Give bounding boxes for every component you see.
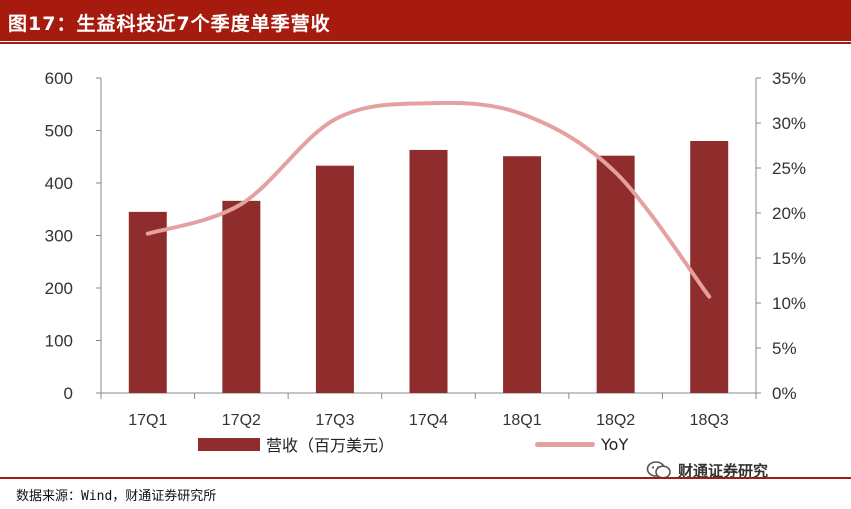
left-tick-label: 400 <box>45 174 73 193</box>
revenue-bar <box>315 165 354 393</box>
x-tick-label: 17Q1 <box>128 412 167 429</box>
watermark: 财通证券研究 <box>646 458 768 482</box>
right-tick-label: 20% <box>772 204 806 223</box>
right-tick-label: 35% <box>772 69 806 88</box>
right-tick-label: 10% <box>772 294 806 313</box>
revenue-bar <box>128 211 167 393</box>
left-axis: 0 100 200 300 400 500 600 <box>45 69 102 403</box>
revenue-bar <box>596 155 635 393</box>
source-note: 数据来源：Wind，财通证券研究所 <box>16 489 217 504</box>
revenue-bar <box>690 141 729 393</box>
legend-swatch-revenue <box>198 437 260 451</box>
revenue-bar <box>222 200 261 393</box>
yoy-series <box>145 100 712 299</box>
watermark-text: 财通证券研究 <box>678 461 769 480</box>
title-bar: 图17：生益科技近7个季度单季营收 <box>0 0 851 41</box>
x-tick-label: 18Q3 <box>690 412 729 429</box>
right-tick-label: 5% <box>772 339 797 358</box>
footer-divider <box>0 477 851 479</box>
legend-swatch-yoy <box>535 441 595 447</box>
x-tick-label: 17Q4 <box>409 412 448 429</box>
bar-series <box>128 141 729 393</box>
right-tick-label: 0% <box>772 384 797 403</box>
left-tick-label: 200 <box>45 279 73 298</box>
x-tick-label: 17Q3 <box>315 412 354 429</box>
x-axis: 17Q1 17Q2 17Q3 17Q4 18Q1 18Q2 18Q3 <box>100 392 757 429</box>
x-tick-label: 18Q1 <box>503 412 542 429</box>
legend-label-yoy: YoY <box>601 434 629 454</box>
left-tick-label: 500 <box>45 122 73 141</box>
left-tick-label: 300 <box>45 227 73 246</box>
right-tick-label: 15% <box>772 249 806 268</box>
combo-chart: 0 100 200 300 400 500 600 0% 5% 10% 15% 20% 25% 30% 3… <box>45 69 806 429</box>
revenue-bar <box>409 149 448 393</box>
x-tick-label: 18Q2 <box>596 412 635 429</box>
left-tick-label: 600 <box>45 69 73 88</box>
legend-label-revenue: 营收（百万美元） <box>266 436 395 455</box>
chart-title: 图17：生益科技近7个季度单季营收 <box>8 13 331 35</box>
right-axis: 0% 5% 10% 15% 20% 25% 30% 35% <box>755 69 806 403</box>
x-tick-label: 17Q2 <box>222 412 261 429</box>
right-tick-label: 25% <box>772 159 806 178</box>
right-tick-label: 30% <box>772 114 806 133</box>
left-tick-label: 100 <box>45 332 73 351</box>
revenue-bar <box>503 156 542 393</box>
yoy-line <box>145 100 712 299</box>
wechat-icon <box>646 461 671 479</box>
left-tick-label: 0 <box>64 384 73 403</box>
legend-item-revenue: 营收（百万美元） <box>198 432 394 456</box>
legend-item-yoy: YoY <box>535 432 628 456</box>
title-divider <box>0 42 851 44</box>
